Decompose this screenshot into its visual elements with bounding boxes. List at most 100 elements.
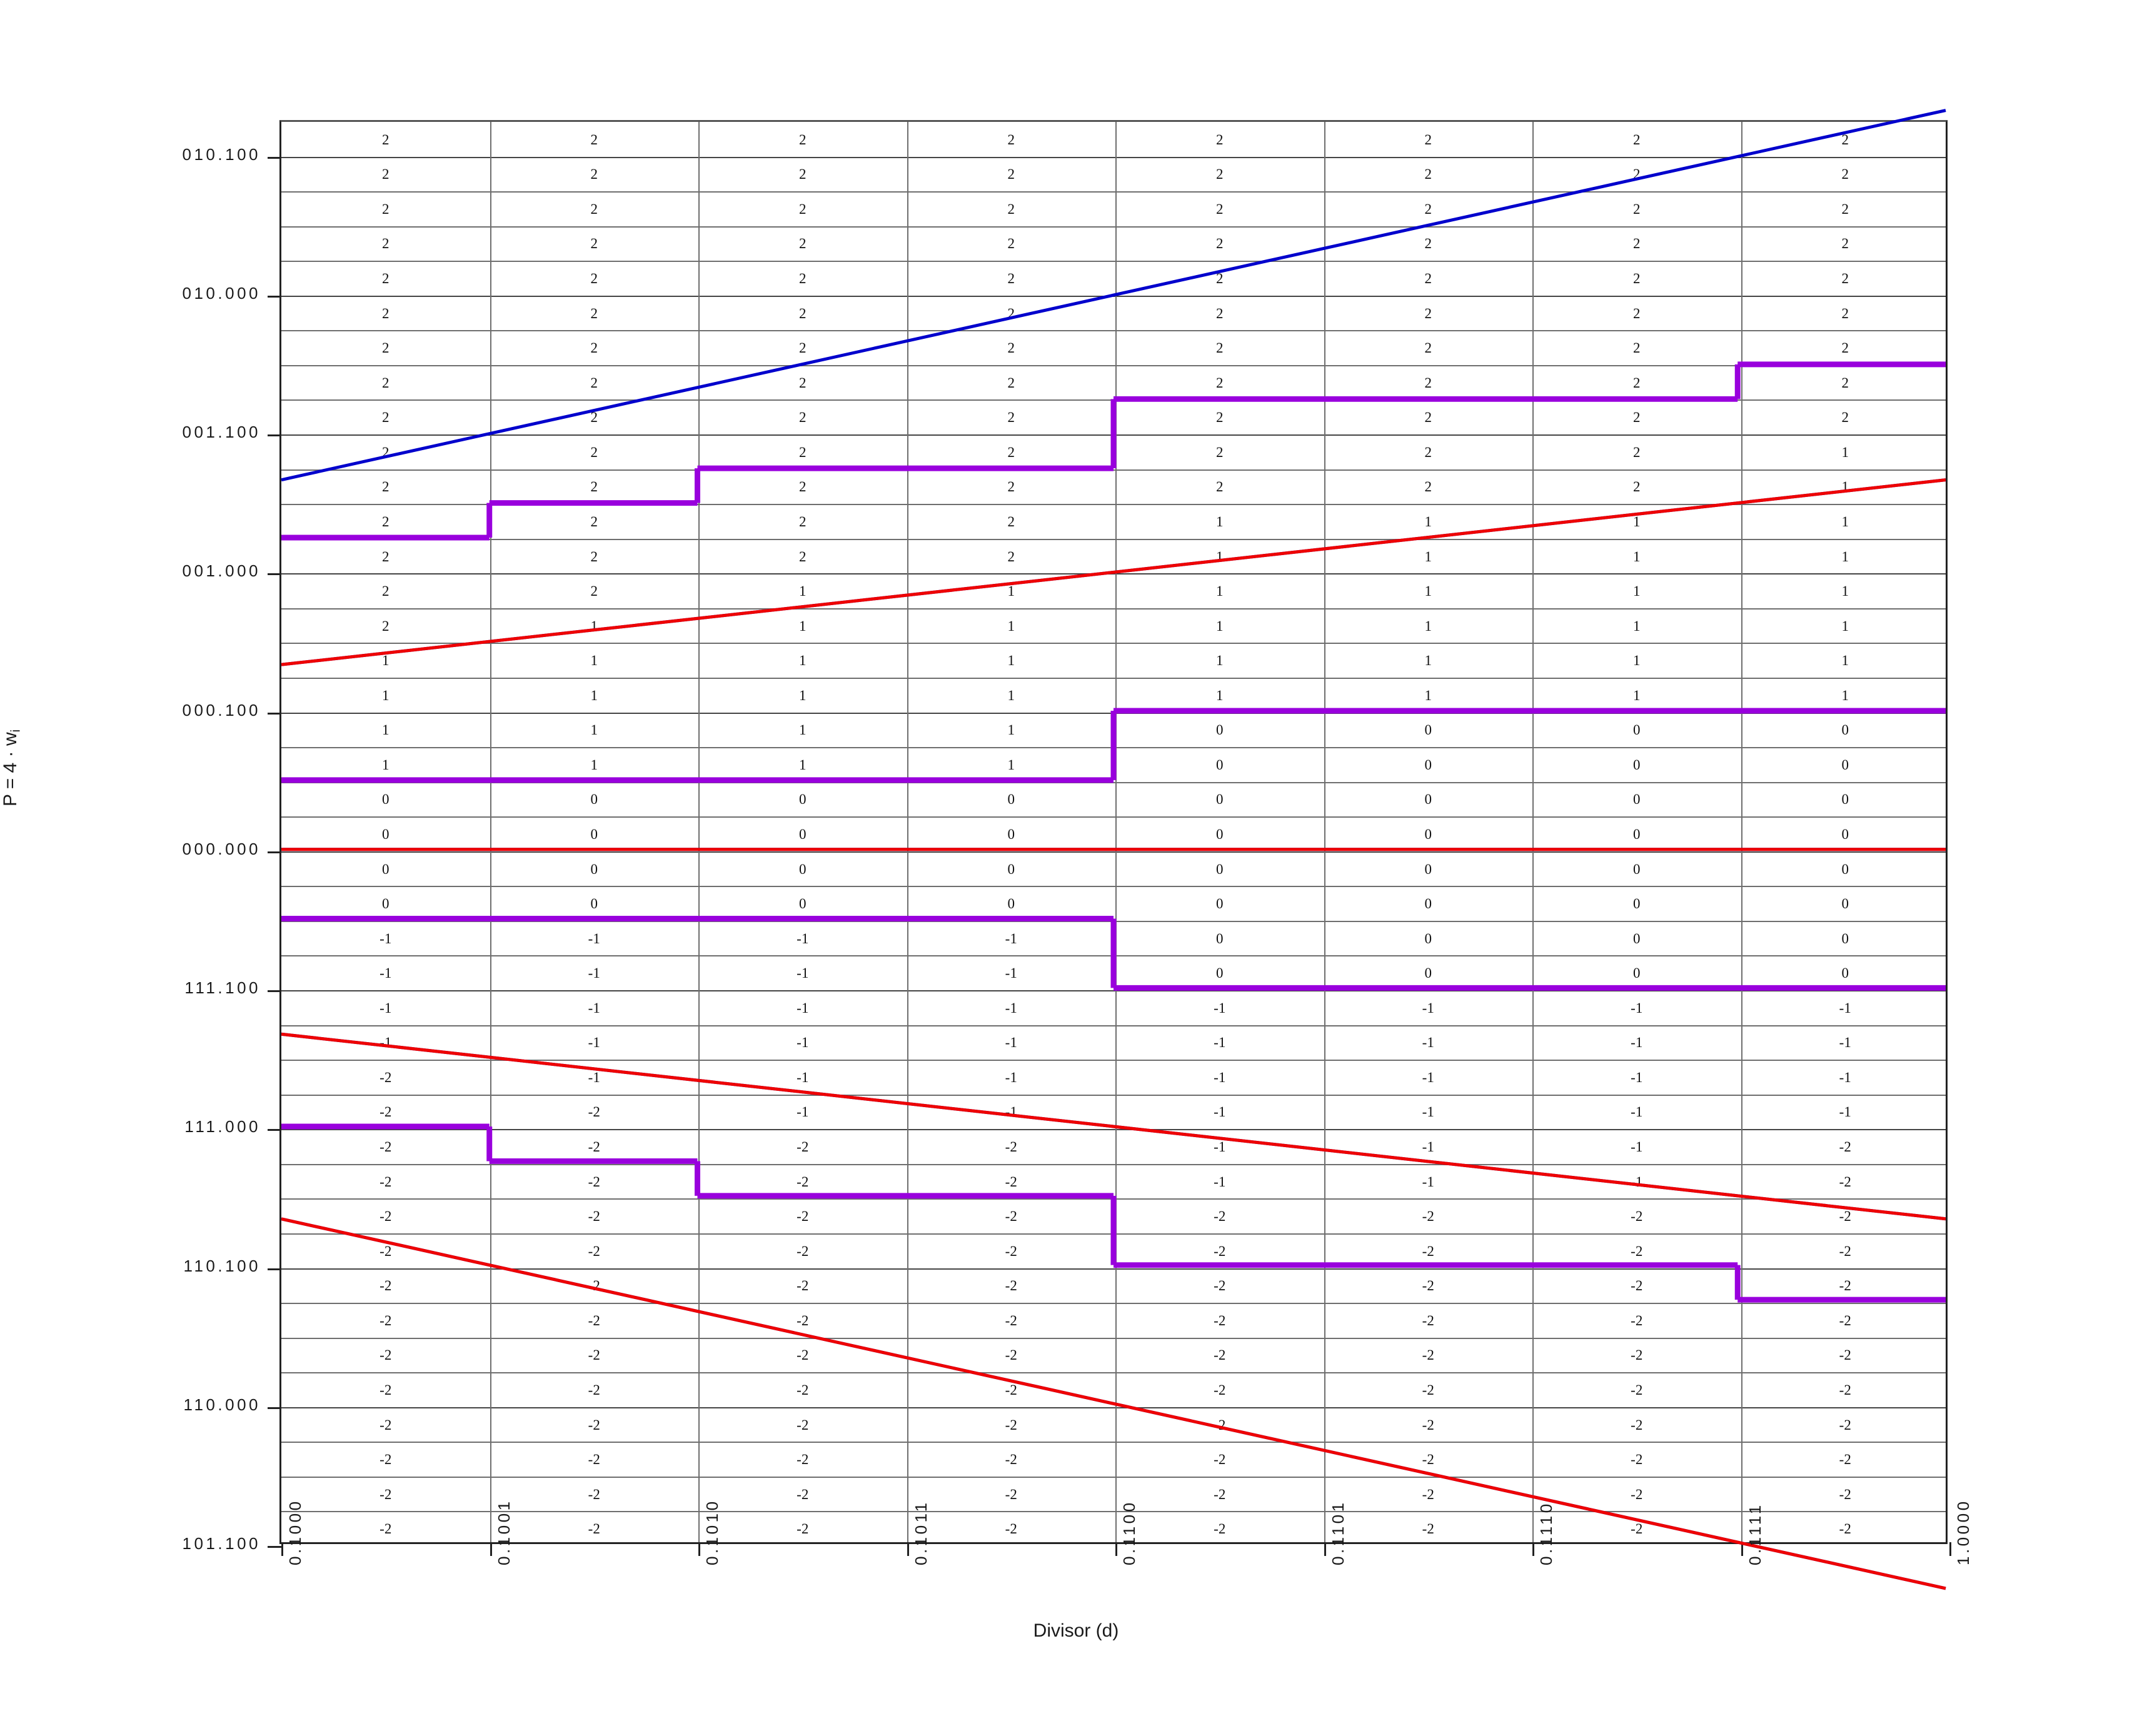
- quotient-digit-cell: 2: [1216, 444, 1224, 460]
- quotient-digit-cell: 1: [1841, 653, 1849, 669]
- quotient-digit-cell: 1: [1007, 618, 1015, 634]
- quotient-digit-cell: 2: [1841, 201, 1849, 217]
- quotient-digit-cell: 1: [382, 756, 390, 773]
- quotient-digit-cell: 0: [1633, 896, 1641, 912]
- x-axis-tick-label: 0.1010: [703, 1498, 722, 1565]
- grid-line-horizontal: [281, 1163, 1946, 1165]
- quotient-digit-cell: 2: [1633, 131, 1641, 148]
- quotient-digit-cell: -1: [1422, 1139, 1434, 1155]
- quotient-digit-cell: 2: [1841, 166, 1849, 183]
- quotient-digit-cell: -1: [380, 930, 392, 946]
- quotient-digit-cell: 0: [1424, 896, 1432, 912]
- grid-line-horizontal: [281, 1337, 1946, 1339]
- quotient-digit-cell: 1: [799, 618, 807, 634]
- quotient-digit-cell: 0: [382, 896, 390, 912]
- quotient-digit-cell: -2: [1214, 1208, 1226, 1225]
- quotient-digit-cell: -1: [588, 930, 600, 946]
- quotient-digit-cell: 0: [382, 791, 390, 808]
- quotient-digit-cell: 0: [799, 826, 807, 842]
- grid-line-horizontal: [281, 677, 1946, 679]
- quotient-digit-cell: 2: [1216, 409, 1224, 426]
- quotient-digit-cell: 0: [1633, 722, 1641, 738]
- x-axis-tick-label: 1.0000: [1954, 1498, 1973, 1565]
- plot-area: 2 2 2 2 2 2 2 2 2 2 2 2 2 2 2 2 2 2 2 2 2 2 2 2 2 2 2 2 2 2 2 2 2 2 2 2 2 2 2 2…: [268, 109, 1951, 1590]
- quotient-digit-cell: 0: [1841, 896, 1849, 912]
- quotient-digit-cell: 0: [1007, 896, 1015, 912]
- y-axis-tick: [268, 156, 281, 159]
- quotient-digit-cell: 2: [1424, 166, 1432, 183]
- quotient-digit-cell: -2: [1422, 1452, 1434, 1468]
- x-axis-tick-label: 0.1111: [1745, 1502, 1764, 1565]
- quotient-digit-cell: 0: [1424, 826, 1432, 842]
- grid-line-horizontal: [281, 573, 1946, 575]
- quotient-digit-cell: 1: [1216, 653, 1224, 669]
- x-axis-tick-label: 0.1110: [1537, 1501, 1556, 1565]
- quotient-digit-cell: -1: [380, 1000, 392, 1016]
- quotient-digit-cell: 0: [799, 861, 807, 877]
- quotient-digit-cell: 0: [1424, 791, 1432, 808]
- quotient-digit-cell: 2: [382, 548, 390, 564]
- grid-line-horizontal: [281, 1476, 1946, 1478]
- y-axis-title: P = 4 · wi: [0, 730, 24, 806]
- quotient-digit-cell: 1: [1633, 653, 1641, 669]
- quotient-digit-cell: -2: [1839, 1521, 1851, 1537]
- quotient-digit-cell: -1: [797, 1104, 809, 1120]
- grid-line-horizontal: [281, 990, 1946, 992]
- quotient-digit-cell: -1: [1839, 1104, 1851, 1120]
- quotient-digit-cell: -2: [1005, 1486, 1017, 1502]
- quotient-digit-cell: 2: [1007, 271, 1015, 287]
- quotient-digit-cell: 1: [382, 653, 390, 669]
- quotient-digit-cell: 2: [1841, 131, 1849, 148]
- quotient-digit-cell: 0: [1216, 965, 1224, 981]
- quotient-digit-cell: 2: [799, 409, 807, 426]
- quotient-digit-cell: 2: [382, 340, 390, 356]
- quotient-digit-cell: -2: [797, 1347, 809, 1363]
- grid-line-horizontal: [281, 886, 1946, 888]
- quotient-digit-cell: 0: [1633, 826, 1641, 842]
- grid-line-vertical: [1324, 122, 1325, 1542]
- x-axis-tick-label: 0.1100: [1120, 1500, 1139, 1565]
- x-axis-tick: [907, 1542, 909, 1556]
- grid-line-vertical: [490, 122, 491, 1542]
- quotient-digit-cell: 0: [1424, 861, 1432, 877]
- quotient-digit-cell: 0: [1633, 965, 1641, 981]
- quotient-digit-cell: 2: [382, 305, 390, 321]
- quotient-digit-cell: 2: [590, 513, 598, 529]
- quotient-digit-cell: 2: [1007, 340, 1015, 356]
- quotient-digit-cell: -2: [797, 1139, 809, 1155]
- quotient-digit-cell: -1: [1422, 1173, 1434, 1190]
- quotient-digit-cell: -2: [1214, 1452, 1226, 1468]
- quotient-digit-cell: 2: [382, 166, 390, 183]
- quotient-digit-cell: -2: [588, 1173, 600, 1190]
- quotient-digit-cell: 1: [1007, 687, 1015, 703]
- quotient-digit-cell: 2: [799, 201, 807, 217]
- quotient-digit-cell: -1: [1214, 1173, 1226, 1190]
- quotient-digit-cell: 2: [382, 618, 390, 634]
- quotient-digit-cell: 0: [590, 791, 598, 808]
- quotient-digit-cell: 2: [1633, 236, 1641, 252]
- grid-line-vertical: [1741, 122, 1742, 1542]
- quotient-digit-cell: 1: [1007, 653, 1015, 669]
- quotient-digit-cell: 0: [1841, 826, 1849, 842]
- quotient-digit-cell: -2: [380, 1347, 392, 1363]
- quotient-digit-cell: 2: [799, 305, 807, 321]
- quotient-digit-cell: 1: [382, 687, 390, 703]
- quotient-digit-cell: -2: [1214, 1278, 1226, 1294]
- quotient-digit-cell: 2: [799, 166, 807, 183]
- quotient-digit-cell: -1: [797, 965, 809, 981]
- y-axis-tick-label: 010.000: [182, 283, 261, 303]
- quotient-digit-cell: -2: [1005, 1347, 1017, 1363]
- quotient-digit-cell: -2: [1631, 1521, 1643, 1537]
- quotient-digit-cell: 1: [590, 687, 598, 703]
- quotient-digit-cell: 2: [382, 374, 390, 391]
- y-axis-tick-label: 101.100: [182, 1534, 261, 1553]
- x-axis-tick-label: 0.1101: [1328, 1500, 1347, 1565]
- quotient-digit-cell: 0: [1216, 930, 1224, 946]
- quotient-digit-cell: 2: [382, 271, 390, 287]
- quotient-digit-cell: 2: [382, 131, 390, 148]
- quotient-digit-cell: -2: [1422, 1208, 1434, 1225]
- quotient-digit-cell: 2: [1841, 340, 1849, 356]
- quotient-digit-cell: 2: [1424, 409, 1432, 426]
- quotient-digit-cell: 1: [799, 756, 807, 773]
- quotient-digit-cell: -2: [1005, 1417, 1017, 1433]
